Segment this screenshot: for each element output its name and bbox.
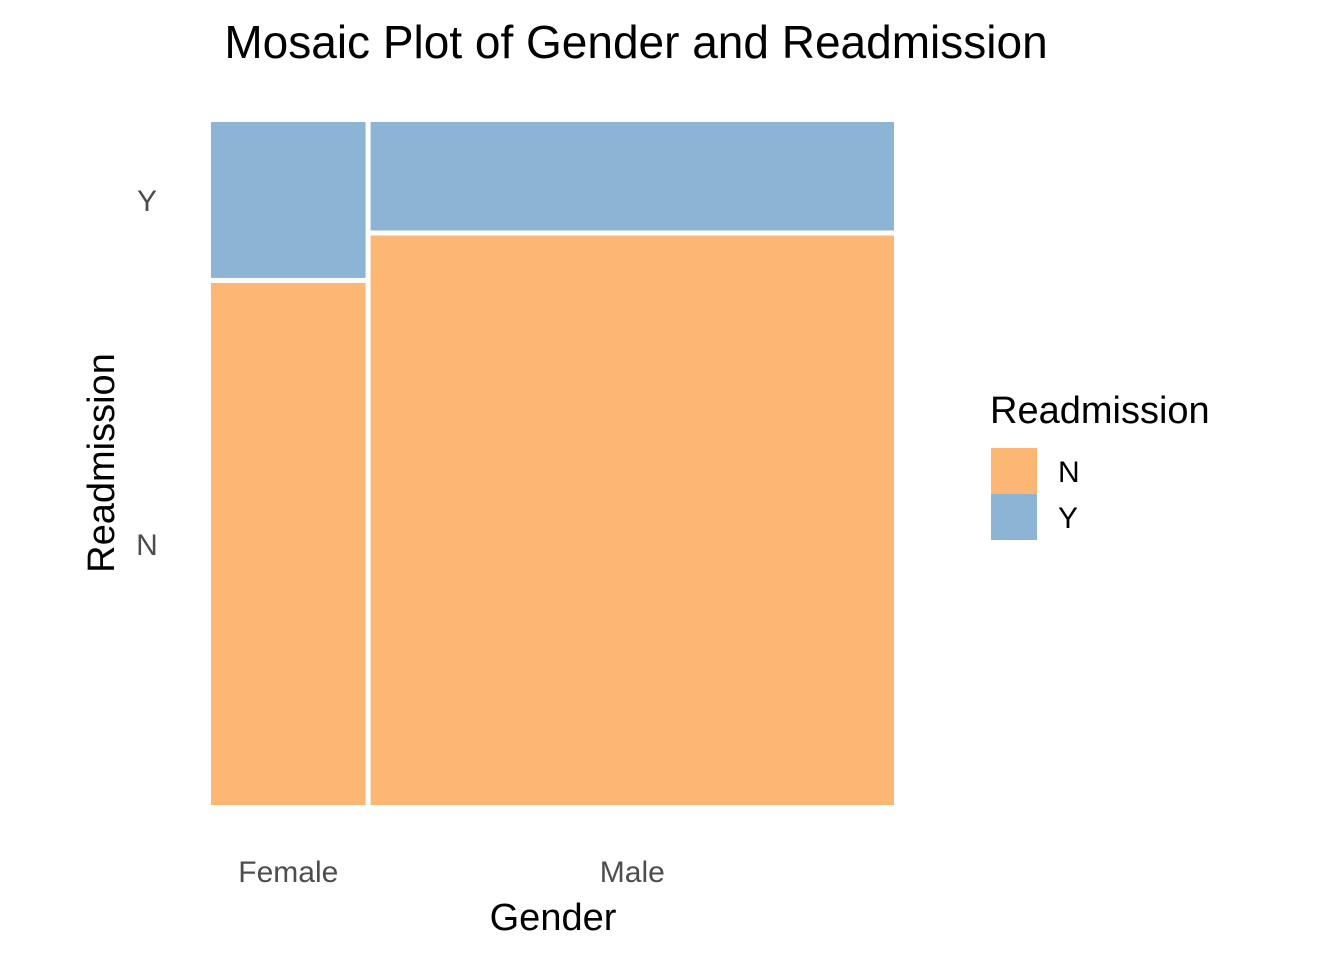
legend: Readmission NY bbox=[990, 390, 1210, 540]
legend-key-y bbox=[991, 494, 1037, 540]
y-tick-y: Y bbox=[137, 185, 157, 218]
x-tick-male: Male bbox=[600, 856, 665, 889]
legend-entries: NY bbox=[991, 448, 1080, 540]
y-tick-n: N bbox=[136, 529, 158, 562]
legend-title: Readmission bbox=[990, 390, 1210, 432]
legend-key-n bbox=[991, 448, 1037, 494]
y-tick-labels: NY bbox=[136, 185, 158, 562]
tile-male-y bbox=[370, 122, 895, 231]
tile-male-n bbox=[370, 235, 895, 806]
legend-label-y: Y bbox=[1058, 502, 1078, 535]
legend-label-n: N bbox=[1058, 456, 1080, 489]
tile-female-n bbox=[211, 282, 366, 805]
x-axis-title: Gender bbox=[490, 897, 617, 939]
x-tick-labels: Female Male bbox=[238, 856, 665, 889]
tile-female-y bbox=[211, 122, 366, 278]
chart-title: Mosaic Plot of Gender and Readmission bbox=[224, 16, 1047, 68]
x-tick-female: Female bbox=[238, 856, 338, 889]
y-axis-title: Readmission bbox=[81, 353, 123, 573]
mosaic-tiles bbox=[211, 122, 895, 806]
